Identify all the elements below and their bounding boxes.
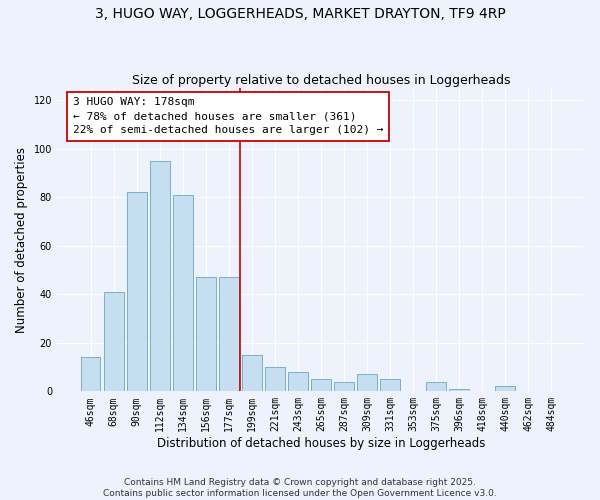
Bar (334, 382, 354, 392)
Title: Size of property relative to detached houses in Loggerheads: Size of property relative to detached ho… (132, 74, 510, 87)
Bar (81, 358, 100, 392)
Bar (449, 389, 469, 392)
Bar (219, 278, 239, 392)
Bar (288, 372, 308, 392)
Bar (173, 195, 193, 392)
Bar (150, 161, 170, 392)
Bar (426, 382, 446, 392)
Y-axis label: Number of detached properties: Number of detached properties (15, 147, 28, 333)
Bar (196, 278, 215, 392)
Bar (357, 374, 377, 392)
Text: Contains HM Land Registry data © Crown copyright and database right 2025.
Contai: Contains HM Land Registry data © Crown c… (103, 478, 497, 498)
Bar (242, 355, 262, 392)
Bar (311, 379, 331, 392)
Bar (380, 379, 400, 392)
Bar (265, 367, 284, 392)
Bar (104, 292, 124, 392)
Text: 3 HUGO WAY: 178sqm
← 78% of detached houses are smaller (361)
22% of semi-detach: 3 HUGO WAY: 178sqm ← 78% of detached hou… (73, 98, 383, 136)
Bar (496, 386, 515, 392)
X-axis label: Distribution of detached houses by size in Loggerheads: Distribution of detached houses by size … (157, 437, 485, 450)
Bar (127, 192, 146, 392)
Text: 3, HUGO WAY, LOGGERHEADS, MARKET DRAYTON, TF9 4RP: 3, HUGO WAY, LOGGERHEADS, MARKET DRAYTON… (95, 8, 505, 22)
